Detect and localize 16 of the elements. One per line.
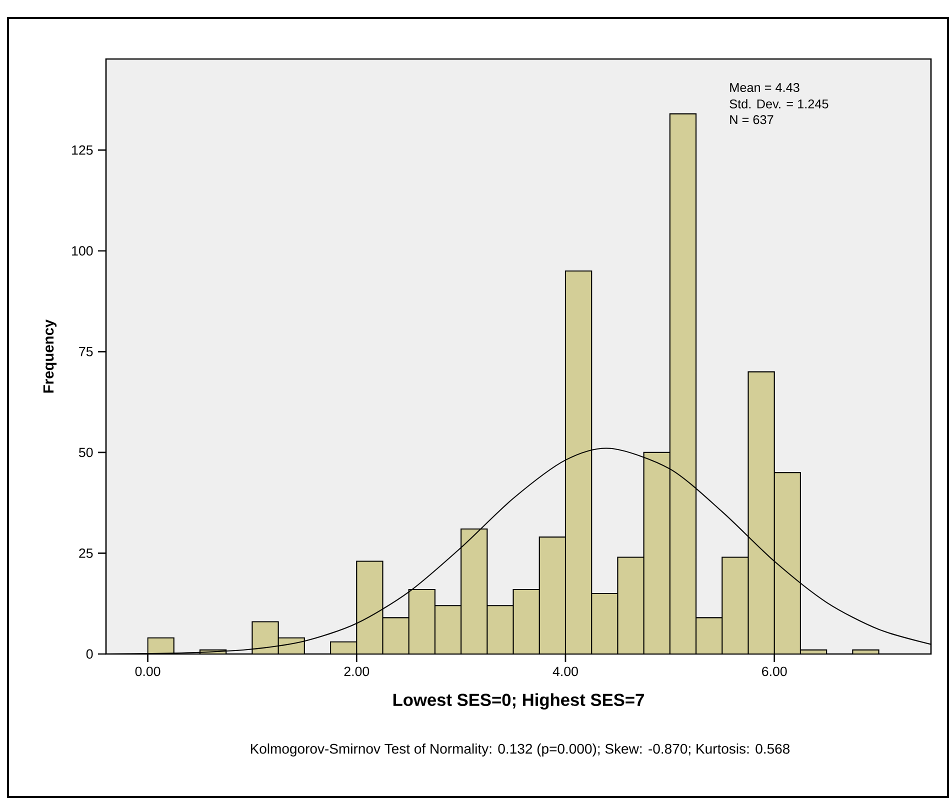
x-tick-label: 6.00: [762, 666, 787, 676]
annotation: Mean = 4.43: [730, 83, 800, 92]
y-tick-label: 50: [79, 448, 93, 458]
y-axis-title: Frequency: [43, 319, 57, 393]
y-tick-label: 75: [79, 346, 93, 356]
x-tick-label: 0.00: [135, 666, 160, 676]
y-tick-label: 125: [72, 145, 93, 155]
x-tick-label: 2.00: [344, 666, 370, 676]
annotation: N = 637: [730, 115, 774, 124]
y-tick-label: 25: [79, 548, 93, 558]
x-axis-title: Lowest SES=0; Highest SES=7: [393, 693, 644, 710]
annotation: Std. Dev. = 1.245: [730, 99, 828, 108]
y-tick-label: 100: [72, 246, 93, 256]
y-tick-label: 0: [86, 649, 93, 659]
text: Kolmogorov-Smirnov Test of Normality: 0.132 (p=0.000); Skew: -0.870; Kurtosis: 0.568: [250, 743, 790, 757]
x-tick-label: 4.00: [552, 666, 578, 676]
